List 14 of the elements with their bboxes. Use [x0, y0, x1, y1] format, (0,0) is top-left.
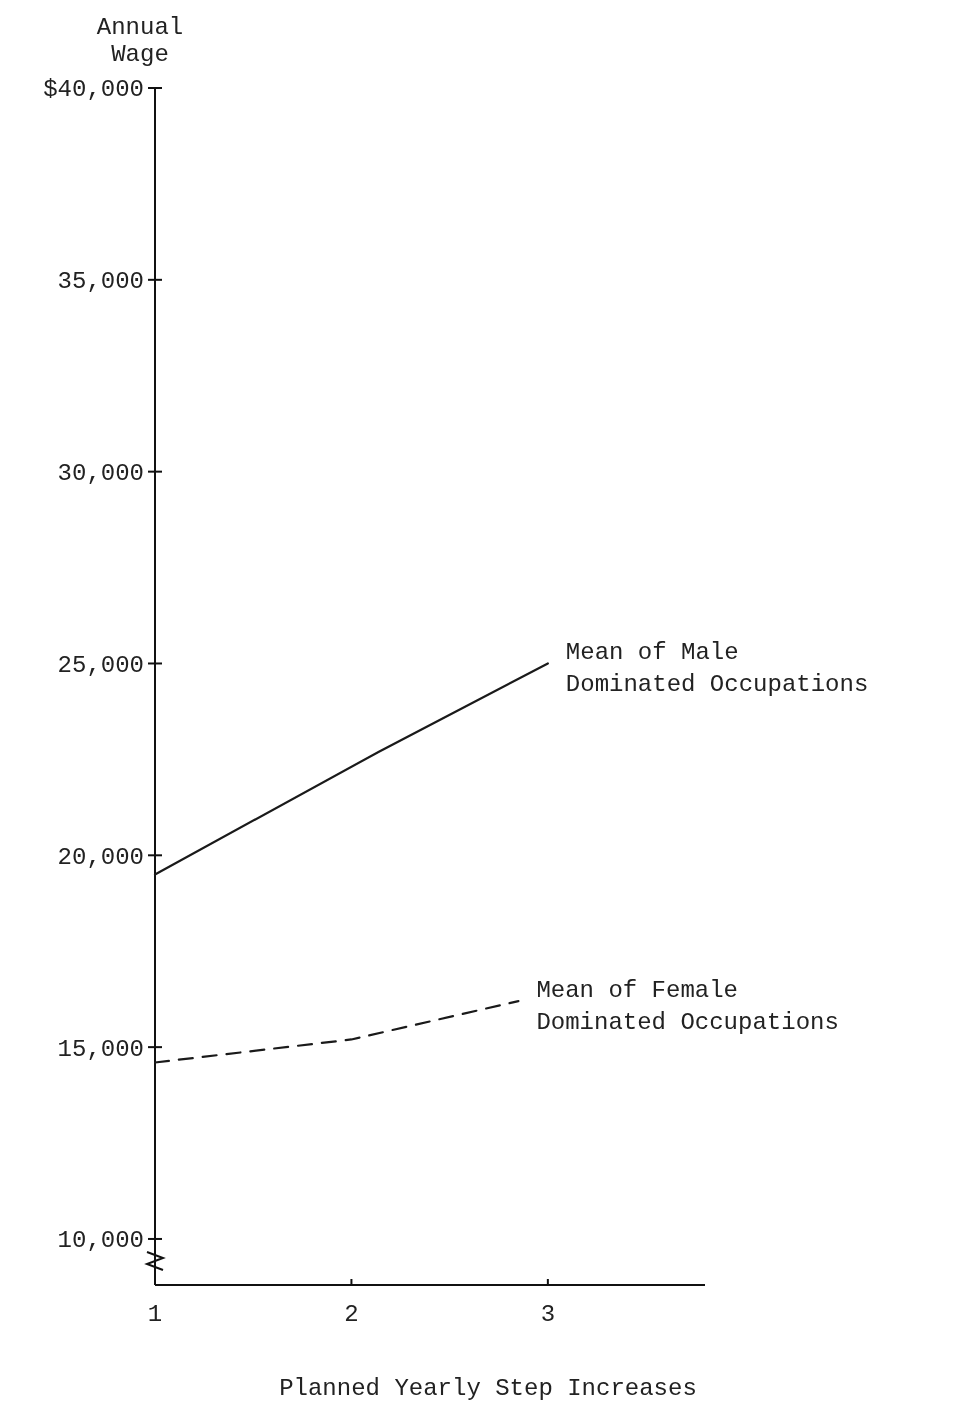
y-tick-label: 15,000	[57, 1035, 144, 1063]
y-tick-label: $40,000	[43, 76, 144, 104]
series-label: Mean of Female Dominated Occupations	[536, 977, 839, 1037]
x-axis-title: Planned Yearly Step Increases	[279, 1375, 697, 1402]
y-tick-label: 10,000	[57, 1227, 144, 1255]
x-tick-label: 2	[344, 1301, 359, 1328]
y-tick-label: 20,000	[57, 843, 144, 871]
series-label: Mean of Male Dominated Occupations	[565, 639, 869, 699]
y-tick-label: 35,000	[57, 268, 144, 296]
x-tick-label: 3	[540, 1301, 556, 1328]
y-axis-title: Annual Wage	[96, 14, 184, 68]
x-tick-label: 1	[147, 1301, 163, 1328]
y-tick-label: 25,000	[57, 651, 144, 679]
y-tick-label: 30,000	[57, 460, 144, 488]
